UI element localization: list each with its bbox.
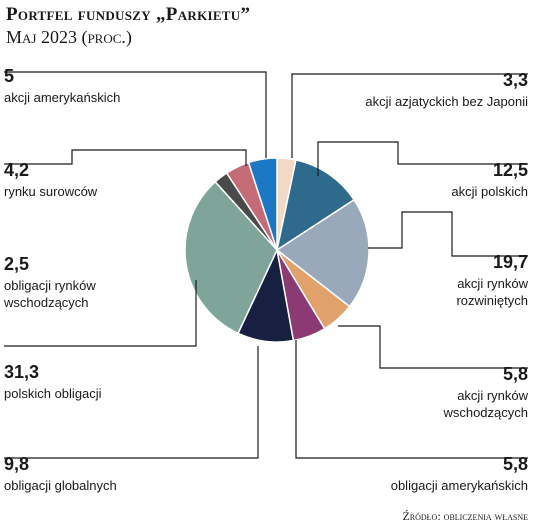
slice-value: 9,8 — [4, 454, 29, 474]
slice-value: 2,5 — [4, 254, 29, 274]
slice-value: 19,7 — [493, 252, 528, 272]
slice-value: 5,8 — [503, 454, 528, 474]
slice-label: akcji azjatyckich bez Japonii — [365, 94, 528, 109]
leader-line — [4, 280, 197, 347]
leader-line — [4, 346, 259, 459]
slice-value: 4,2 — [4, 160, 29, 180]
slice-label: wschodzących — [3, 295, 89, 310]
pie-slice — [275, 159, 356, 252]
slice-value: 31,3 — [4, 362, 39, 382]
slice-value: 12,5 — [493, 160, 528, 180]
slice-label: wschodzących — [442, 405, 528, 420]
slice-value: 5 — [4, 66, 14, 86]
slice-value: 3,3 — [503, 70, 528, 90]
slice-label: akcji rynków — [457, 276, 528, 291]
slice-label: obligacji globalnych — [4, 478, 117, 493]
slice-label: obligacji rynków — [4, 278, 96, 293]
slice-label: rozwiniętych — [456, 293, 528, 308]
leader-lines — [4, 71, 528, 459]
slice-labels: 3,3 akcji azjatyckich bez Japonii 12,5 akcj… — [3, 66, 529, 493]
slice-label: akcji amerykańskich — [4, 90, 120, 105]
slice-value: 5,8 — [503, 364, 528, 384]
chart-title: Portfel funduszy „Parkietu” — [6, 4, 251, 25]
leader-line — [4, 71, 267, 158]
leader-line — [338, 325, 528, 369]
slice-label: akcji rynków — [457, 388, 528, 403]
slice-label: obligacji amerykańskich — [391, 478, 528, 493]
pie-slices — [184, 157, 370, 343]
leader-line — [295, 340, 528, 459]
leader-line — [368, 211, 528, 257]
leader-line — [4, 149, 247, 166]
leader-line — [317, 141, 528, 176]
leader-line — [291, 73, 528, 158]
chart-subtitle: Maj 2023 (proc.) — [6, 27, 132, 47]
slice-label: rynku surowców — [4, 184, 98, 199]
pie-slice — [247, 157, 278, 251]
pie-slice — [275, 198, 370, 308]
slice-label: polskich obligacji — [4, 386, 102, 401]
slice-label: akcji polskich — [451, 184, 528, 199]
source-note: Źródło: obliczenia własne — [402, 509, 528, 523]
pie-slice — [184, 180, 278, 335]
